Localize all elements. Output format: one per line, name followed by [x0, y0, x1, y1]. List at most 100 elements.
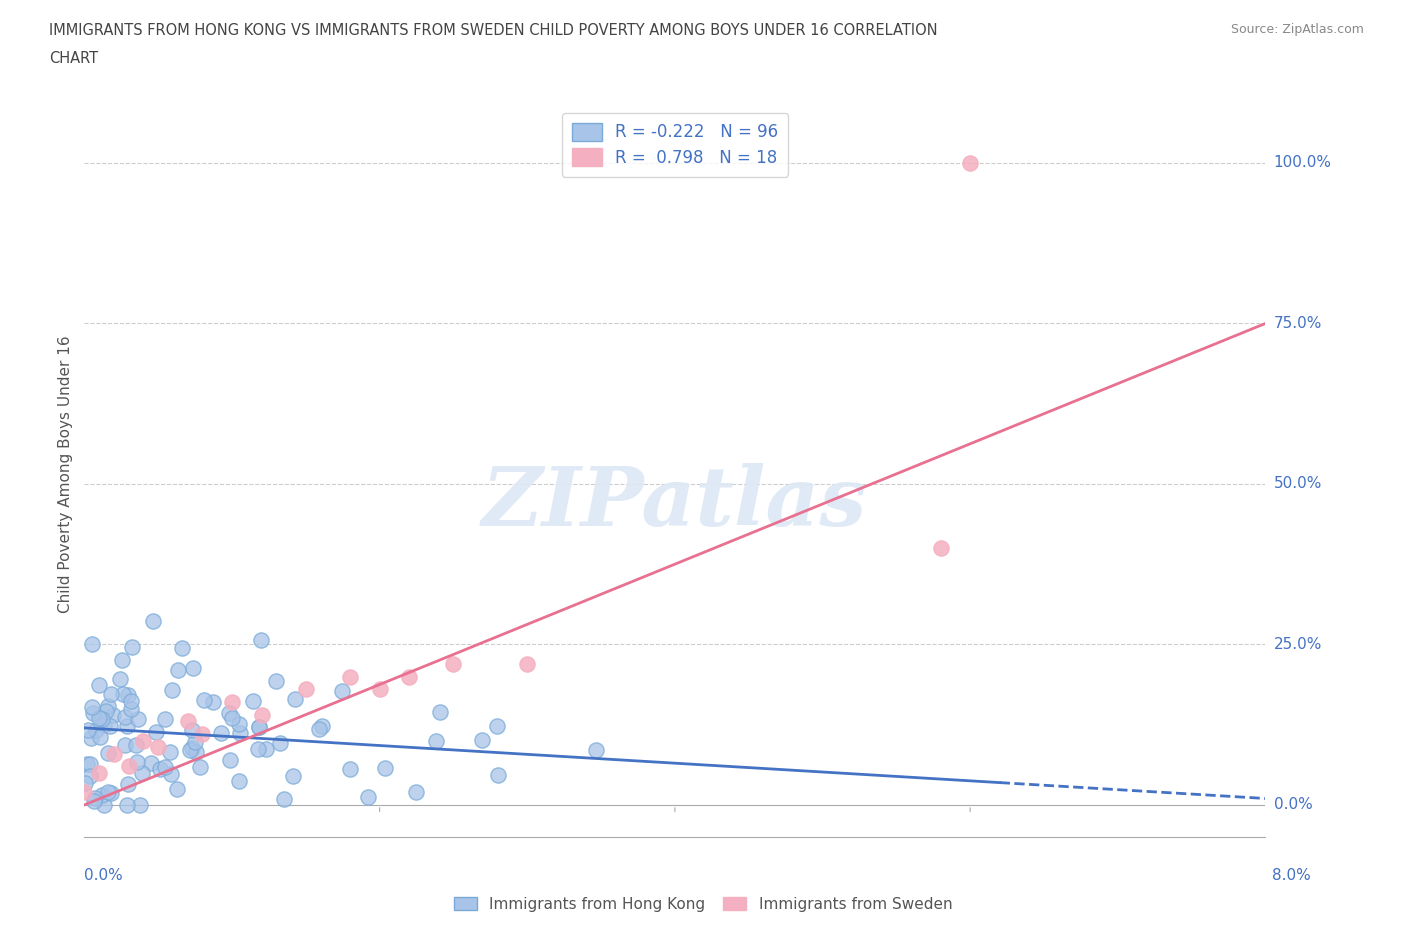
- Point: [250, 708, 273, 723]
- Point: [330, 684, 353, 698]
- Point: [398, 669, 420, 684]
- Point: [443, 657, 465, 671]
- Point: [87, 711, 110, 725]
- Point: [79, 757, 101, 772]
- Point: [193, 692, 215, 707]
- Point: [179, 742, 201, 757]
- Point: [228, 716, 250, 731]
- Point: [91, 788, 114, 803]
- Text: ZIPatlas: ZIPatlas: [482, 463, 868, 543]
- Point: [111, 653, 134, 668]
- Point: [585, 743, 607, 758]
- Text: IMMIGRANTS FROM HONG KONG VS IMMIGRANTS FROM SWEDEN CHILD POVERTY AMONG BOYS UND: IMMIGRANTS FROM HONG KONG VS IMMIGRANTS …: [49, 23, 938, 38]
- Point: [339, 762, 361, 777]
- Point: [86, 723, 108, 737]
- Point: [153, 711, 176, 726]
- Point: [181, 740, 204, 755]
- Point: [148, 739, 170, 754]
- Point: [97, 698, 120, 713]
- Point: [142, 614, 165, 629]
- Point: [177, 714, 200, 729]
- Point: [254, 742, 277, 757]
- Point: [97, 746, 120, 761]
- Point: [98, 719, 121, 734]
- Point: [91, 711, 114, 726]
- Point: [125, 754, 148, 769]
- Point: [84, 790, 107, 805]
- Point: [108, 671, 131, 686]
- Point: [159, 744, 181, 759]
- Point: [117, 687, 139, 702]
- Point: [153, 759, 176, 774]
- Point: [89, 730, 111, 745]
- Point: [128, 797, 150, 812]
- Point: [218, 752, 240, 767]
- Point: [145, 724, 167, 739]
- Point: [191, 727, 214, 742]
- Y-axis label: Child Poverty Among Boys Under 16: Child Poverty Among Boys Under 16: [58, 336, 73, 613]
- Point: [112, 686, 135, 701]
- Point: [117, 797, 139, 812]
- Point: [96, 704, 118, 719]
- Text: 25.0%: 25.0%: [1274, 637, 1322, 652]
- Text: 8.0%: 8.0%: [1272, 868, 1310, 883]
- Point: [77, 723, 100, 737]
- Point: [118, 759, 141, 774]
- Point: [73, 785, 96, 800]
- Point: [228, 774, 250, 789]
- Point: [188, 760, 211, 775]
- Point: [101, 708, 124, 723]
- Point: [201, 695, 224, 710]
- Point: [87, 765, 111, 780]
- Point: [160, 682, 183, 697]
- Point: [132, 733, 155, 748]
- Point: [425, 734, 447, 749]
- Point: [221, 695, 243, 710]
- Point: [242, 694, 264, 709]
- Point: [82, 699, 104, 714]
- Point: [76, 757, 98, 772]
- Point: [516, 657, 538, 671]
- Point: [93, 797, 115, 812]
- Point: [93, 718, 115, 733]
- Point: [374, 761, 396, 776]
- Point: [229, 725, 252, 740]
- Point: [181, 660, 204, 675]
- Text: 75.0%: 75.0%: [1274, 316, 1322, 331]
- Point: [368, 682, 391, 697]
- Point: [405, 785, 427, 800]
- Text: 0.0%: 0.0%: [84, 868, 124, 883]
- Point: [100, 687, 122, 702]
- Point: [308, 722, 330, 737]
- Point: [115, 719, 138, 734]
- Point: [127, 712, 149, 727]
- Point: [284, 692, 307, 707]
- Point: [429, 705, 451, 720]
- Point: [295, 682, 318, 697]
- Point: [166, 663, 188, 678]
- Point: [486, 768, 509, 783]
- Point: [120, 694, 142, 709]
- Point: [247, 742, 270, 757]
- Point: [120, 702, 142, 717]
- Point: [281, 768, 304, 783]
- Point: [114, 710, 136, 724]
- Point: [264, 673, 287, 688]
- Point: [114, 737, 136, 752]
- Point: [269, 736, 291, 751]
- Point: [149, 762, 172, 777]
- Point: [89, 678, 111, 693]
- Legend: R = -0.222   N = 96, R =  0.798   N = 18: R = -0.222 N = 96, R = 0.798 N = 18: [561, 113, 789, 177]
- Point: [184, 745, 207, 760]
- Point: [97, 785, 120, 800]
- Point: [247, 720, 270, 735]
- Legend: Immigrants from Hong Kong, Immigrants from Sweden: Immigrants from Hong Kong, Immigrants fr…: [447, 890, 959, 918]
- Point: [82, 636, 104, 651]
- Point: [82, 705, 104, 720]
- Point: [170, 641, 193, 656]
- Point: [80, 731, 103, 746]
- Point: [485, 719, 508, 734]
- Point: [959, 155, 981, 170]
- Text: 100.0%: 100.0%: [1274, 155, 1331, 170]
- Point: [125, 738, 148, 753]
